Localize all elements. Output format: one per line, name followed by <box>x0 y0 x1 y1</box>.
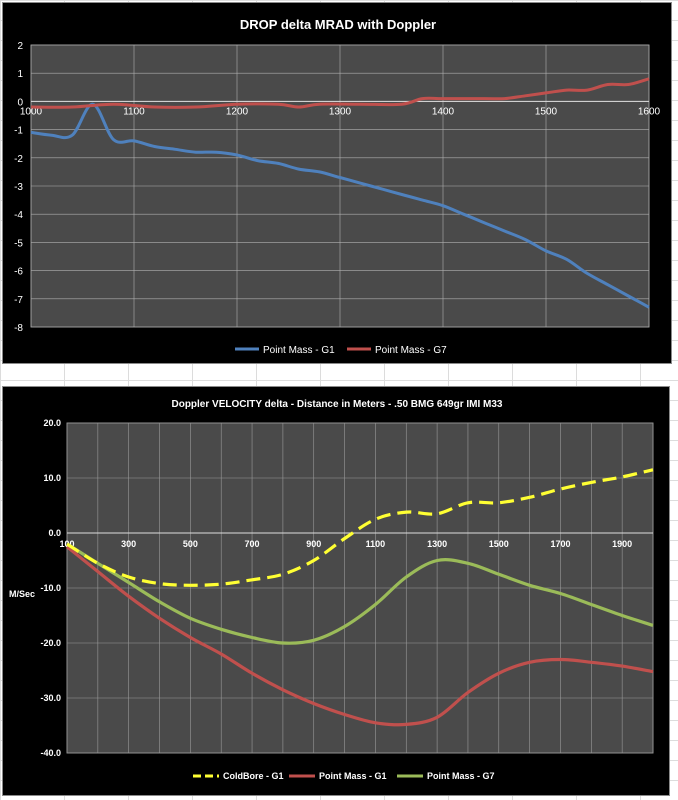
x-tick-label: 1000 <box>20 106 43 117</box>
x-tick-label: 1200 <box>226 106 249 117</box>
y-tick-label: 1 <box>17 69 23 80</box>
y-tick-label: -4 <box>14 210 23 221</box>
drop-delta-svg: DROP delta MRAD with Doppler 1000 1100 120… <box>14 17 661 356</box>
y-tick-label: -6 <box>14 267 23 278</box>
x-tick-label: 500 <box>183 539 198 549</box>
y-tick-label: -20.0 <box>40 638 61 648</box>
x-tick-label: 300 <box>121 539 136 549</box>
x-tick-label: 900 <box>306 539 321 549</box>
legend-entry: Point Mass - G7 <box>427 771 495 781</box>
x-tick-label: 1700 <box>550 539 570 549</box>
x-tick-label: 1100 <box>366 539 386 549</box>
x-tick-label: 700 <box>245 539 260 549</box>
y-axis-label: M/Sec <box>9 589 35 599</box>
series-line <box>66 542 654 645</box>
y-tick-label: -2 <box>14 154 23 165</box>
series-line <box>65 545 654 727</box>
x-tick-label: 1600 <box>638 106 661 117</box>
x-tick-label: 1400 <box>432 106 455 117</box>
y-tick-label: 0 <box>17 97 23 108</box>
x-tick-label: 1300 <box>427 539 447 549</box>
y-tick-label: -40.0 <box>40 748 61 758</box>
y-tick-label: 0.0 <box>48 528 61 538</box>
series-line <box>30 102 650 309</box>
x-tick-label: 1100 <box>123 106 145 117</box>
y-tick-label: -30.0 <box>40 693 61 703</box>
x-tick-label: 1900 <box>612 539 632 549</box>
y-tick-label: -3 <box>14 182 23 193</box>
velocity-delta-chart[interactable]: Doppler VELOCITY delta - Distance in Met… <box>2 386 670 796</box>
y-tick-label: -8 <box>14 323 23 334</box>
legend-entry: Point Mass - G1 <box>319 771 387 781</box>
legend-entry: Point Mass - G7 <box>375 345 447 356</box>
x-tick-label: 1500 <box>535 106 558 117</box>
y-tick-label: -7 <box>14 295 23 306</box>
y-tick-label: 20.0 <box>43 418 61 428</box>
y-tick-label: 10.0 <box>43 473 61 483</box>
velocity-delta-svg: Doppler VELOCITY delta - Distance in Met… <box>9 399 654 781</box>
chart-title: DROP delta MRAD with Doppler <box>240 17 436 32</box>
chart-title: Doppler VELOCITY delta - Distance in Met… <box>171 399 502 410</box>
y-tick-label: 2 <box>17 41 23 52</box>
y-tick-label: -1 <box>14 126 23 137</box>
drop-delta-chart[interactable]: DROP delta MRAD with Doppler 1000 1100 120… <box>2 2 672 364</box>
x-tick-label: 1300 <box>329 106 352 117</box>
y-tick-label: -5 <box>14 238 23 249</box>
legend-entry: ColdBore - G1 <box>223 771 284 781</box>
legend-entry: Point Mass - G1 <box>263 345 335 356</box>
series-line <box>66 468 654 587</box>
series-line <box>30 77 650 109</box>
x-tick-label: 1500 <box>489 539 509 549</box>
y-tick-label: -10.0 <box>40 583 61 593</box>
